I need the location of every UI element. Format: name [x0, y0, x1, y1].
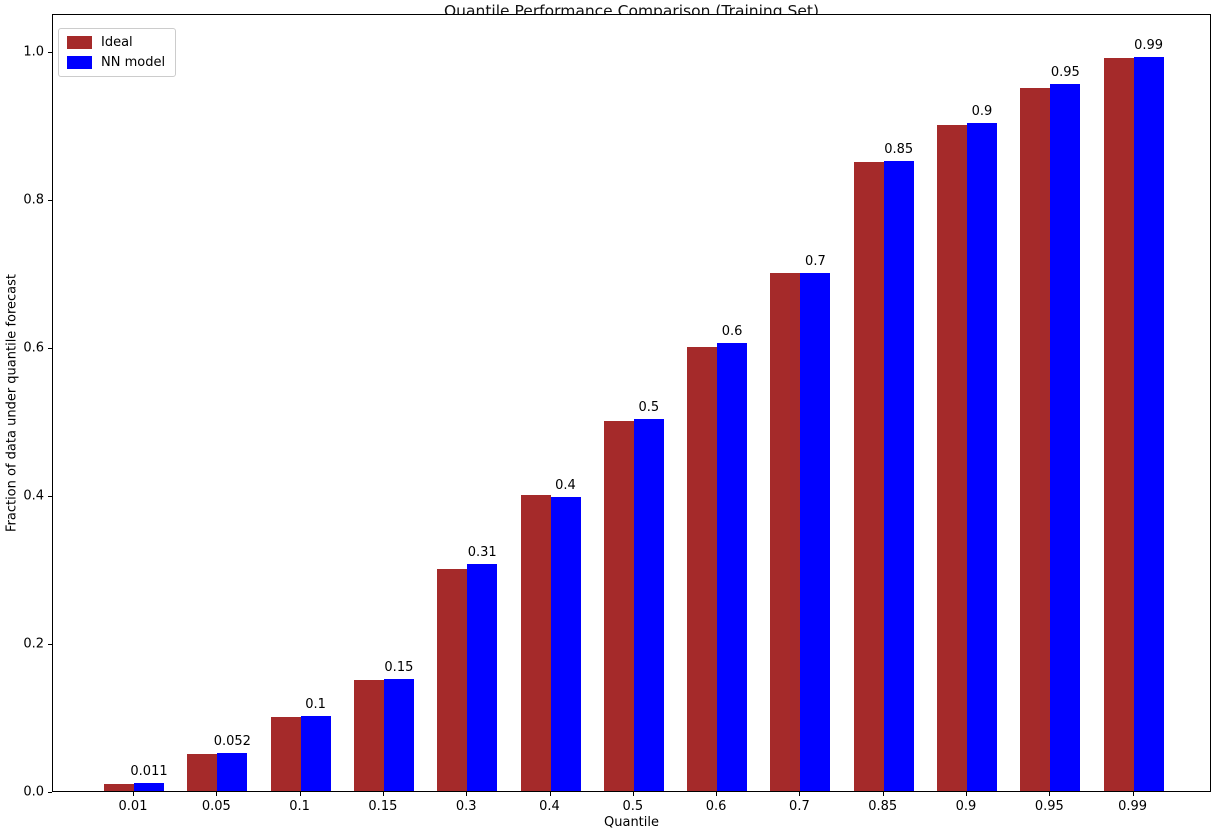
bar-value-label-0.15: 0.15 — [384, 659, 414, 675]
bar-nn-model-0.9 — [967, 122, 997, 791]
x-tick-label-0.05: 0.05 — [201, 799, 231, 814]
x-tick-label-0.5: 0.5 — [622, 799, 644, 814]
x-tick-mark-0.95 — [1049, 792, 1051, 796]
y-tick-mark-0.6 — [48, 348, 52, 350]
x-tick-mark-0.01 — [133, 792, 134, 796]
plot-area: 0.011 0.052 0.1 0.15 0.31 0.4 0.5 0.6 0.7 0.85 0.9… — [52, 14, 1211, 792]
bar-value-label-0.99: 0.99 — [1134, 37, 1164, 53]
legend-item-ideal: Ideal — [67, 35, 165, 50]
y-tick-label-0.2: 0.2 — [23, 636, 44, 652]
x-tick-mark-0.9 — [966, 792, 967, 796]
bar-value-label-0.9: 0.9 — [971, 103, 993, 119]
y-tick-label-0.0: 0.0 — [23, 784, 44, 800]
bar-value-label-0.01: 0.011 — [130, 763, 168, 779]
bar-value-label-0.7: 0.7 — [805, 254, 826, 270]
x-tick-mark-0.3 — [466, 792, 468, 796]
x-tick-mark-0.99 — [1132, 792, 1134, 796]
x-tick-label-0.9: 0.9 — [955, 799, 977, 814]
x-tick-label-0.3: 0.3 — [455, 799, 477, 814]
x-tick-mark-0.5 — [632, 792, 634, 796]
bar-nn-model-0.5 — [633, 418, 664, 791]
bar-value-label-0.85: 0.85 — [884, 142, 914, 158]
x-tick-mark-0.1 — [299, 792, 301, 796]
y-tick-mark-0.0 — [48, 792, 52, 793]
x-tick-label-0.15: 0.15 — [368, 799, 398, 814]
x-tick-mark-0.05 — [216, 792, 218, 796]
x-tick-label-0.4: 0.4 — [539, 799, 560, 814]
bar-nn-model-0.85 — [883, 161, 914, 791]
x-tick-label-0.99: 0.99 — [1118, 799, 1148, 814]
bar-nn-model-0.01 — [134, 782, 164, 791]
bar-nn-model-0.95 — [1050, 84, 1081, 791]
y-tick-mark-1.0 — [48, 52, 52, 54]
legend-swatch-ideal — [67, 36, 92, 49]
x-tick-mark-0.4 — [549, 792, 551, 796]
legend: Ideal NN model — [58, 28, 177, 77]
bar-ideal-0.7 — [770, 273, 801, 791]
y-tick-mark-0.2 — [48, 644, 52, 645]
x-tick-label-0.85: 0.85 — [868, 799, 898, 814]
bar-ideal-0.85 — [853, 162, 884, 791]
legend-item-nn-model: NN model — [67, 55, 165, 70]
y-tick-label-1.0: 1.0 — [23, 44, 44, 60]
bar-ideal-0.5 — [603, 421, 634, 791]
bar-nn-model-0.7 — [800, 273, 831, 791]
x-tick-mark-0.85 — [882, 792, 884, 796]
x-tick-label-0.01: 0.01 — [118, 799, 148, 814]
y-tick-label-0.6: 0.6 — [23, 340, 44, 356]
bar-nn-model-0.3 — [467, 563, 498, 791]
bar-value-label-0.5: 0.5 — [638, 399, 660, 415]
bar-ideal-0.05 — [187, 754, 218, 791]
bar-value-label-0.3: 0.31 — [467, 544, 497, 560]
bar-nn-model-0.1 — [300, 715, 331, 791]
bar-ideal-0.15 — [353, 680, 384, 791]
bar-ideal-0.01 — [104, 783, 134, 791]
legend-label-ideal: Ideal — [101, 35, 133, 50]
bar-value-label-0.1: 0.1 — [305, 696, 326, 712]
x-tick-label-0.95: 0.95 — [1034, 799, 1064, 814]
x-axis-label: Quantile — [604, 815, 659, 830]
y-tick-label-0.4: 0.4 — [23, 488, 44, 504]
y-tick-label-0.8: 0.8 — [23, 192, 44, 208]
legend-swatch-nn-model — [67, 56, 92, 69]
bar-ideal-0.3 — [437, 569, 468, 791]
bar-value-label-0.95: 0.95 — [1050, 65, 1080, 81]
bar-ideal-0.95 — [1020, 88, 1051, 791]
bar-nn-model-0.99 — [1133, 56, 1164, 791]
bar-nn-model-0.4 — [550, 496, 581, 791]
bar-nn-model-0.6 — [717, 343, 748, 791]
bar-value-label-0.05: 0.052 — [213, 733, 251, 749]
bar-ideal-0.9 — [937, 125, 967, 791]
bar-ideal-0.4 — [520, 495, 551, 791]
bar-ideal-0.99 — [1103, 58, 1134, 791]
bar-ideal-0.1 — [270, 717, 301, 791]
bar-value-label-0.4: 0.4 — [555, 477, 576, 493]
x-tick-label-0.1: 0.1 — [289, 799, 310, 814]
bar-nn-model-0.15 — [383, 678, 414, 791]
bar-value-label-0.6: 0.6 — [721, 324, 743, 340]
y-tick-mark-0.4 — [48, 496, 52, 497]
legend-label-nn-model: NN model — [101, 55, 166, 70]
x-tick-mark-0.6 — [716, 792, 718, 796]
x-tick-label-0.7: 0.7 — [789, 799, 810, 814]
x-tick-mark-0.15 — [382, 792, 384, 796]
bar-nn-model-0.05 — [217, 752, 248, 791]
x-tick-mark-0.7 — [799, 792, 801, 796]
bar-ideal-0.6 — [687, 347, 718, 791]
x-tick-label-0.6: 0.6 — [705, 799, 727, 814]
y-tick-mark-0.8 — [48, 200, 52, 202]
